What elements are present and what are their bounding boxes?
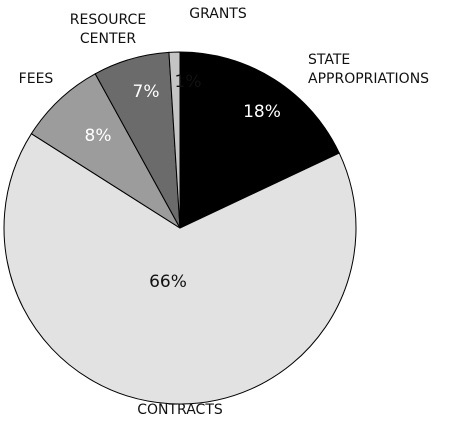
slice-label: STATE APPROPRIATIONS	[308, 52, 429, 87]
slice-percent: 1%	[175, 72, 202, 92]
pie-slice	[168, 51, 181, 229]
slice-percent: 8%	[85, 126, 112, 146]
slice-label: RESOURCE CENTER	[70, 12, 146, 47]
slice-percent: 18%	[243, 102, 281, 122]
slice-percent: 7%	[133, 82, 160, 102]
slice-percent: 66%	[149, 272, 187, 292]
slice-label: GRANTS	[189, 6, 247, 22]
slice-label: CONTRACTS	[137, 402, 223, 418]
slice-label: FEES	[19, 71, 54, 87]
pie-slice	[30, 73, 181, 229]
pie-slice	[3, 133, 357, 405]
pie-slice	[179, 51, 340, 229]
